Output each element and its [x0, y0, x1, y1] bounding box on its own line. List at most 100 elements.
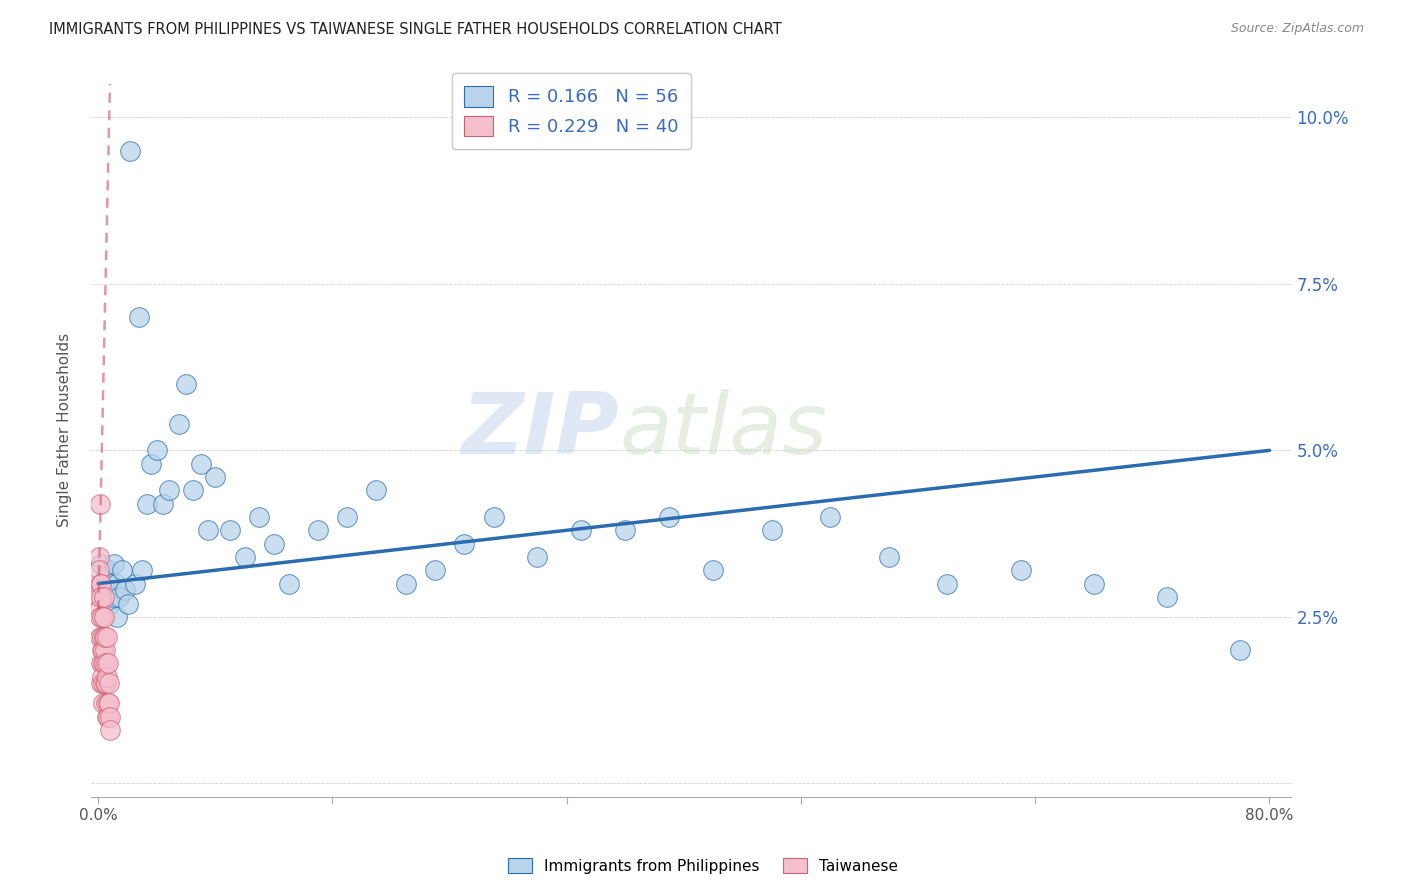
Point	[877, 549, 900, 564]
Point	[482, 510, 505, 524]
Point	[94, 643, 117, 657]
Point	[453, 536, 475, 550]
Point	[89, 630, 111, 644]
Point	[93, 590, 115, 604]
Point	[93, 657, 115, 671]
Point	[1010, 563, 1032, 577]
Point	[307, 523, 329, 537]
Point	[366, 483, 388, 498]
Point	[174, 376, 197, 391]
Point	[263, 536, 285, 550]
Point	[128, 310, 150, 325]
Point	[96, 583, 118, 598]
Point	[96, 710, 118, 724]
Point	[96, 670, 118, 684]
Point	[93, 590, 115, 604]
Point	[96, 657, 118, 671]
Text: IMMIGRANTS FROM PHILIPPINES VS TAIWANESE SINGLE FATHER HOUSEHOLDS CORRELATION CH: IMMIGRANTS FROM PHILIPPINES VS TAIWANESE…	[49, 22, 782, 37]
Point	[94, 697, 117, 711]
Point	[97, 657, 120, 671]
Point	[89, 576, 111, 591]
Point	[94, 676, 117, 690]
Point	[100, 576, 122, 591]
Point	[124, 576, 146, 591]
Point	[111, 563, 134, 577]
Point	[97, 563, 120, 577]
Point	[395, 576, 418, 591]
Point	[190, 457, 212, 471]
Point	[91, 610, 114, 624]
Point	[89, 610, 111, 624]
Point	[152, 497, 174, 511]
Point	[97, 697, 120, 711]
Point	[423, 563, 446, 577]
Point	[761, 523, 783, 537]
Point	[90, 576, 112, 591]
Point	[104, 576, 127, 591]
Point	[336, 510, 359, 524]
Point	[89, 563, 111, 577]
Point	[105, 610, 128, 624]
Point	[90, 676, 112, 690]
Point	[114, 583, 136, 598]
Point	[219, 523, 242, 537]
Point	[101, 590, 124, 604]
Point	[91, 657, 114, 671]
Point	[91, 576, 114, 591]
Point	[97, 676, 120, 690]
Point	[183, 483, 205, 498]
Point	[247, 510, 270, 524]
Point	[87, 549, 110, 564]
Y-axis label: Single Father Households: Single Father Households	[58, 334, 72, 527]
Point	[702, 563, 724, 577]
Point	[571, 523, 593, 537]
Point	[614, 523, 637, 537]
Point	[91, 697, 114, 711]
Point	[91, 643, 114, 657]
Point	[146, 443, 169, 458]
Point	[90, 643, 112, 657]
Text: atlas: atlas	[619, 389, 827, 472]
Point	[526, 549, 548, 564]
Point	[90, 590, 112, 604]
Point	[233, 549, 256, 564]
Point	[139, 457, 162, 471]
Legend: R = 0.166   N = 56, R = 0.229   N = 40: R = 0.166 N = 56, R = 0.229 N = 40	[451, 73, 690, 149]
Point	[103, 557, 125, 571]
Point	[93, 676, 115, 690]
Point	[117, 597, 139, 611]
Point	[131, 563, 153, 577]
Point	[1156, 590, 1178, 604]
Point	[120, 144, 142, 158]
Point	[1229, 643, 1251, 657]
Point	[167, 417, 190, 431]
Text: ZIP: ZIP	[461, 389, 619, 472]
Point	[197, 523, 219, 537]
Point	[204, 470, 226, 484]
Point	[94, 570, 117, 584]
Point	[93, 610, 115, 624]
Point	[820, 510, 842, 524]
Point	[1083, 576, 1105, 591]
Legend: Immigrants from Philippines, Taiwanese: Immigrants from Philippines, Taiwanese	[502, 852, 904, 880]
Point	[93, 630, 115, 644]
Text: Source: ZipAtlas.com: Source: ZipAtlas.com	[1230, 22, 1364, 36]
Point	[98, 697, 121, 711]
Point	[135, 497, 157, 511]
Point	[98, 723, 121, 737]
Point	[89, 497, 111, 511]
Point	[97, 710, 120, 724]
Point	[90, 657, 112, 671]
Point	[94, 630, 117, 644]
Point	[936, 576, 959, 591]
Point	[87, 590, 110, 604]
Point	[93, 676, 115, 690]
Point	[96, 630, 118, 644]
Point	[98, 597, 121, 611]
Point	[107, 590, 129, 604]
Point	[277, 576, 299, 591]
Point	[91, 630, 114, 644]
Point	[89, 603, 111, 617]
Point	[90, 557, 112, 571]
Point	[157, 483, 180, 498]
